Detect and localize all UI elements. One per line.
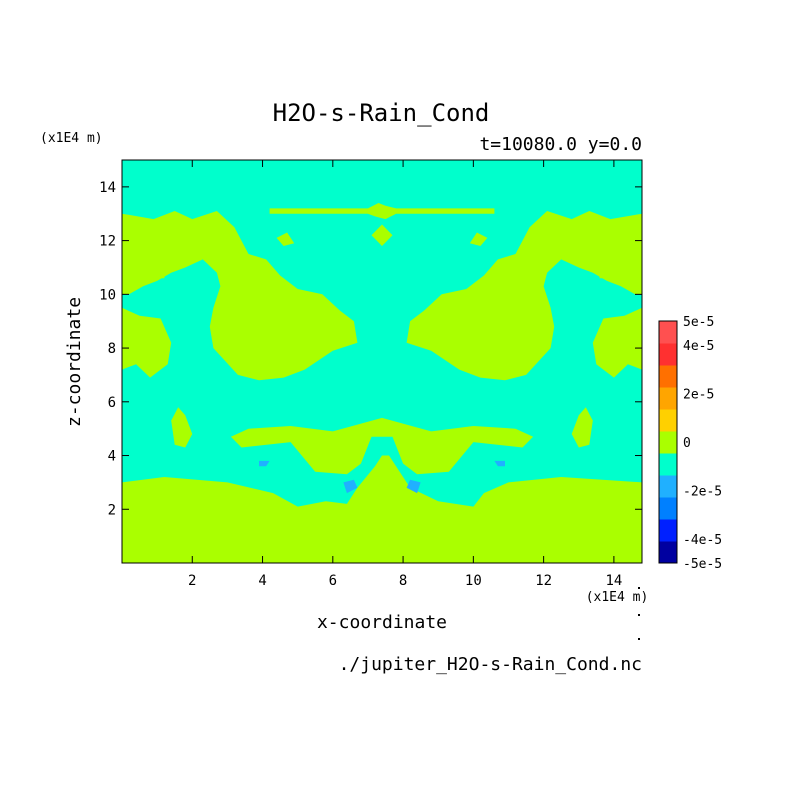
x-axis-ticks: 2 4 6 8 10 12 14 bbox=[188, 160, 622, 589]
colorbar-swatch bbox=[659, 409, 677, 432]
positive-region bbox=[469, 232, 488, 246]
x-tick-label: 12 bbox=[535, 573, 552, 589]
x-tick-label: 8 bbox=[399, 573, 407, 589]
colorbar-label: 2e-5 bbox=[683, 388, 714, 403]
x-axis-label: x-coordinate bbox=[317, 612, 447, 633]
positive-region bbox=[153, 264, 168, 279]
colorbar-swatch bbox=[659, 519, 677, 542]
y-tick-label: 2 bbox=[108, 502, 116, 518]
positive-region bbox=[122, 307, 172, 378]
colorbar-swatch bbox=[659, 365, 677, 388]
negative-region bbox=[343, 479, 358, 494]
y-unit-label: (x1E4 m) bbox=[40, 131, 103, 146]
y-axis-label: z-coordinate bbox=[64, 297, 85, 427]
x-tick-label: 2 bbox=[188, 573, 196, 589]
colorbar-swatch bbox=[659, 453, 677, 476]
colorbar-swatch bbox=[659, 387, 677, 410]
colorbar-frame bbox=[658, 320, 678, 564]
colorbar-swatch bbox=[659, 541, 677, 564]
plot-area: 2 4 6 8 10 12 14 2 4 6 8 10 12 14 bbox=[99, 159, 643, 589]
colorbar-swatch bbox=[659, 497, 677, 520]
corner-marker bbox=[638, 587, 640, 589]
colorbar-label: -4e-5 bbox=[683, 533, 722, 548]
chart-subtitle: t=10080.0 y=0.0 bbox=[479, 134, 642, 155]
colorbar: 5e-5 4e-5 2e-5 0 -2e-5 -4e-5 -5e-5 bbox=[658, 315, 722, 572]
x-unit-label: (x1E4 m) bbox=[586, 590, 649, 605]
positive-region bbox=[371, 224, 393, 246]
negative-region bbox=[494, 460, 505, 467]
colorbar-label: -5e-5 bbox=[683, 557, 722, 572]
y-tick-label: 4 bbox=[108, 449, 116, 465]
colorbar-swatch bbox=[659, 321, 677, 344]
colorbar-label: -2e-5 bbox=[683, 484, 722, 499]
positive-region bbox=[596, 264, 611, 279]
positive-region bbox=[122, 211, 358, 381]
y-tick-label: 12 bbox=[99, 234, 116, 250]
positive-region bbox=[171, 407, 193, 448]
colorbar-swatch bbox=[659, 431, 677, 454]
corner-markers bbox=[638, 587, 640, 640]
colorbar-swatch bbox=[659, 343, 677, 366]
negative-region bbox=[406, 479, 421, 494]
positive-region bbox=[571, 407, 593, 448]
x-tick-label: 10 bbox=[465, 573, 482, 589]
negative-region bbox=[259, 460, 270, 467]
x-tick-label: 4 bbox=[258, 573, 266, 589]
positive-region bbox=[406, 211, 642, 381]
colorbar-labels: 5e-5 4e-5 2e-5 0 -2e-5 -4e-5 -5e-5 bbox=[683, 315, 722, 572]
positive-region bbox=[269, 203, 495, 220]
corner-marker bbox=[638, 638, 640, 640]
y-tick-label: 10 bbox=[99, 287, 116, 303]
y-tick-label: 8 bbox=[108, 341, 116, 357]
y-tick-label: 14 bbox=[99, 180, 116, 196]
source-filename: ./jupiter_H2O-s-Rain_Cond.nc bbox=[339, 654, 642, 675]
colorbar-label: 4e-5 bbox=[683, 339, 714, 354]
colorbar-swatches bbox=[659, 321, 677, 564]
plot-frame bbox=[121, 159, 643, 564]
contour-regions bbox=[122, 203, 642, 563]
x-tick-label: 6 bbox=[329, 573, 337, 589]
positive-region bbox=[592, 307, 642, 378]
corner-marker bbox=[638, 614, 640, 616]
y-tick-label: 6 bbox=[108, 395, 116, 411]
colorbar-label: 5e-5 bbox=[683, 315, 714, 330]
colorbar-swatch bbox=[659, 475, 677, 498]
positive-region bbox=[122, 455, 642, 563]
x-tick-label: 14 bbox=[605, 573, 622, 589]
y-axis-ticks: 2 4 6 8 10 12 14 bbox=[99, 180, 642, 518]
colorbar-label: 0 bbox=[683, 436, 691, 451]
positive-region bbox=[276, 232, 295, 246]
chart-title: H2O-s-Rain_Cond bbox=[273, 99, 490, 127]
positive-region bbox=[230, 417, 534, 475]
